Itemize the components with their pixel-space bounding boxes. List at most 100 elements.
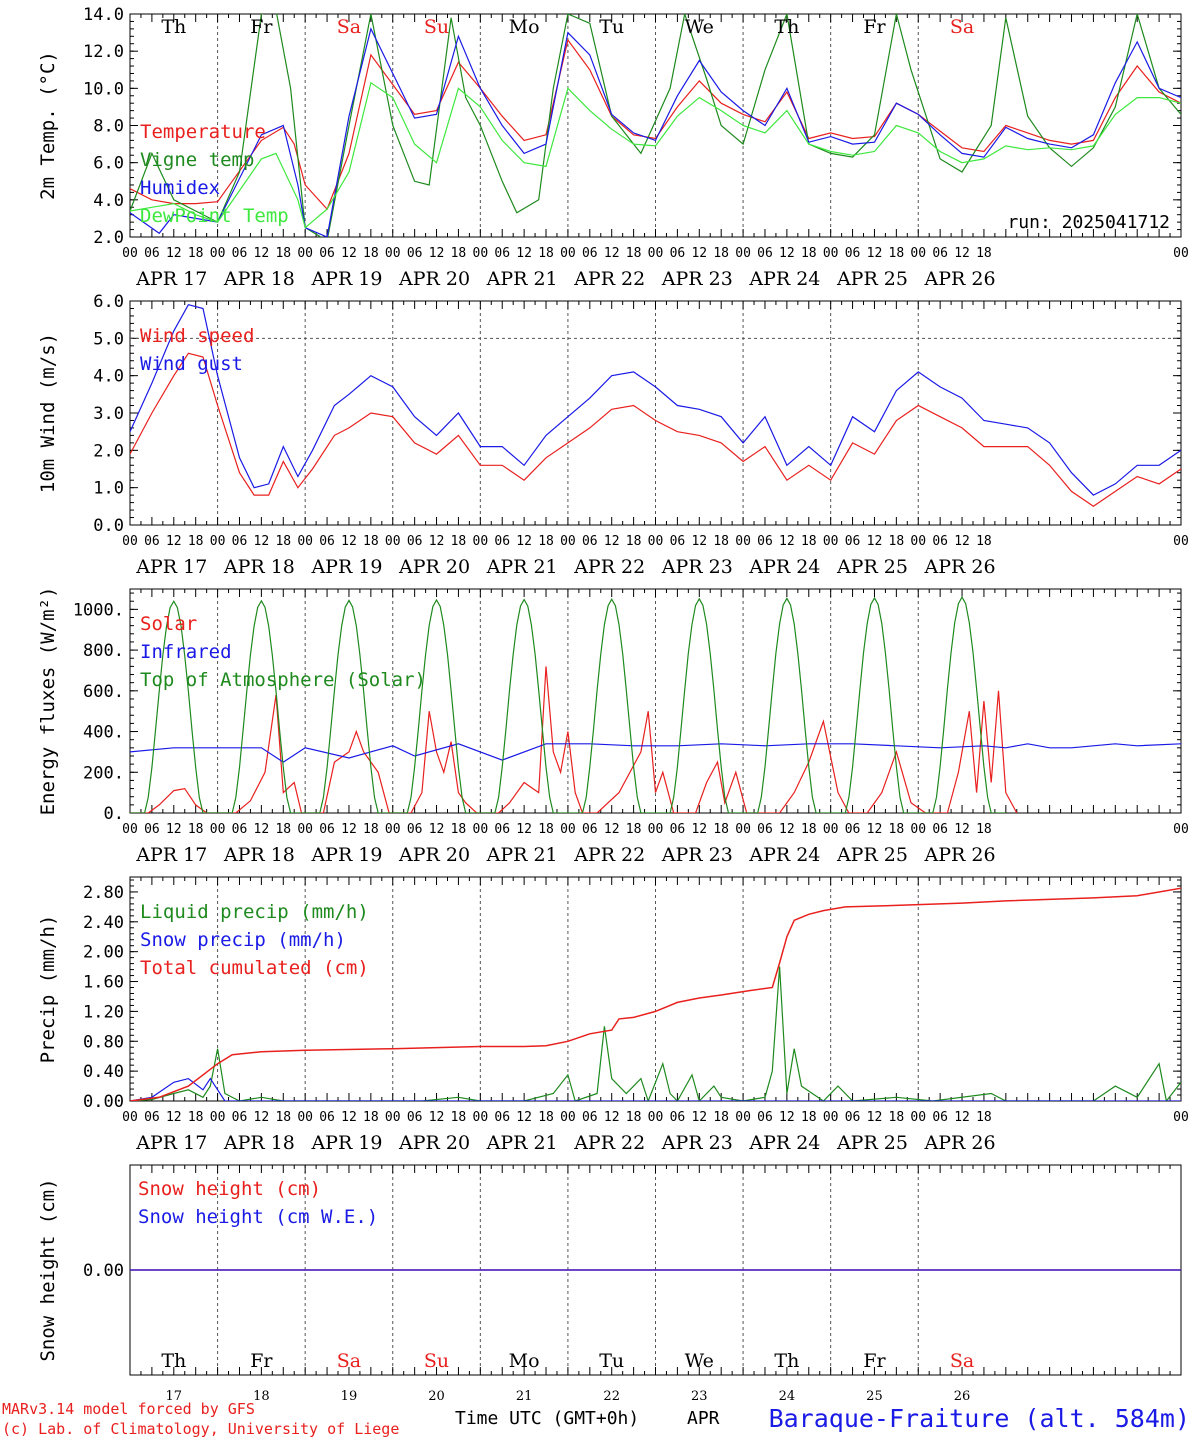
panel-4: 0.00 0.40 0.80 1.20 1.60 2.00 2.40 2.80 Precip (… bbox=[37, 876, 1189, 1154]
x-hour-label: 12 bbox=[779, 534, 795, 549]
credit-line-2: (c) Lab. of Climatology, University of L… bbox=[2, 1420, 399, 1438]
y-tick-label: 5.0 bbox=[93, 329, 124, 349]
x-hour-label: 00 bbox=[648, 1110, 664, 1125]
legend-entry: Humidex bbox=[140, 177, 220, 199]
x-hour-label: 06 bbox=[144, 246, 160, 261]
x-hour-label: 12 bbox=[691, 822, 707, 837]
x-hour-label: 12 bbox=[254, 534, 270, 549]
x-hour-label: 06 bbox=[757, 822, 773, 837]
x-hour-label: 12 bbox=[254, 822, 270, 837]
day-number-label: 20 bbox=[428, 1389, 445, 1404]
x-hour-label: 18 bbox=[976, 822, 992, 837]
legend-entry: Wind gust bbox=[140, 353, 243, 375]
x-hour-label: 12 bbox=[604, 246, 620, 261]
x-hour-label: 06 bbox=[670, 246, 686, 261]
x-hour-label: 00 bbox=[297, 246, 313, 261]
x-hour-label: 06 bbox=[144, 822, 160, 837]
x-hour-label: 18 bbox=[713, 1110, 729, 1125]
x-hour-label: 00 bbox=[735, 822, 751, 837]
x-hour-label: 00 bbox=[1173, 822, 1189, 837]
x-hour-label: 18 bbox=[801, 534, 817, 549]
x-date-label: APR 25 bbox=[836, 556, 908, 578]
x-hour-label: 00 bbox=[910, 246, 926, 261]
x-date-label: APR 18 bbox=[223, 556, 295, 578]
x-hour-label: 18 bbox=[451, 534, 467, 549]
x-hour-label: 18 bbox=[626, 246, 642, 261]
x-date-label: APR 21 bbox=[486, 1132, 558, 1154]
x-hour-label: 18 bbox=[275, 534, 291, 549]
weekday-label: Th bbox=[774, 1350, 799, 1372]
x-hour-label: 18 bbox=[188, 1110, 204, 1125]
series-line bbox=[130, 887, 1181, 1101]
x-hour-label: 06 bbox=[582, 534, 598, 549]
legend-entry: Liquid precip (mm/h) bbox=[140, 901, 369, 923]
weekday-label: Su bbox=[424, 16, 449, 38]
weekday-label: We bbox=[685, 1350, 714, 1372]
x-hour-label: 12 bbox=[691, 534, 707, 549]
x-hour-label: 00 bbox=[122, 246, 138, 261]
y-tick-label: 3.0 bbox=[93, 404, 124, 424]
x-hour-label: 00 bbox=[910, 1110, 926, 1125]
series-line bbox=[130, 743, 1181, 763]
x-hour-label: 18 bbox=[275, 1110, 291, 1125]
weekday-label: Tu bbox=[599, 16, 624, 38]
x-hour-label: 06 bbox=[232, 1110, 248, 1125]
x-hour-label: 06 bbox=[319, 246, 335, 261]
x-date-label: APR 22 bbox=[573, 1132, 645, 1154]
x-hour-label: 12 bbox=[867, 822, 883, 837]
x-hour-label: 00 bbox=[648, 822, 664, 837]
x-hour-label: 18 bbox=[976, 1110, 992, 1125]
x-date-label: APR 24 bbox=[748, 1132, 820, 1154]
y-tick-label: 4.0 bbox=[93, 367, 124, 387]
panel-1: 2.0 4.0 6.0 8.0 10.0 12.0 14.0 2m Temp. (°C) Tem… bbox=[37, 5, 1189, 290]
y-tick-label: 6.0 bbox=[93, 154, 124, 174]
x-hour-label: 18 bbox=[801, 1110, 817, 1125]
x-hour-label: 12 bbox=[867, 246, 883, 261]
panel-2: 0.0 1.0 2.0 3.0 4.0 5.0 6.0 10m Wind (m/s) Wind … bbox=[37, 292, 1189, 578]
x-date-label: APR 23 bbox=[661, 844, 733, 866]
x-date-label: APR 19 bbox=[310, 556, 382, 578]
x-hour-label: 00 bbox=[823, 246, 839, 261]
x-hour-label: 00 bbox=[385, 534, 401, 549]
x-hour-label: 06 bbox=[582, 246, 598, 261]
weekday-label: Th bbox=[774, 16, 799, 38]
x-hour-label: 12 bbox=[516, 246, 532, 261]
x-hour-label: 12 bbox=[954, 822, 970, 837]
x-hour-label: 00 bbox=[385, 1110, 401, 1125]
x-date-label: APR 20 bbox=[398, 1132, 470, 1154]
x-date-label: APR 18 bbox=[223, 844, 295, 866]
x-hour-label: 06 bbox=[932, 246, 948, 261]
x-date-label: APR 26 bbox=[924, 844, 996, 866]
weekday-label: Fr bbox=[250, 1350, 273, 1372]
x-hour-label: 00 bbox=[385, 822, 401, 837]
y-tick-label: 12.0 bbox=[83, 42, 124, 62]
series-line bbox=[130, 304, 1181, 496]
x-hour-label: 06 bbox=[494, 1110, 510, 1125]
x-hour-label: 12 bbox=[954, 246, 970, 261]
x-hour-label: 12 bbox=[254, 1110, 270, 1125]
panel-frame bbox=[129, 13, 1182, 238]
x-hour-label: 18 bbox=[275, 246, 291, 261]
legend-entry: Infrared bbox=[140, 641, 232, 663]
legend-entry: Total cumulated (cm) bbox=[140, 957, 369, 979]
x-hour-label: 06 bbox=[845, 822, 861, 837]
x-hour-label: 06 bbox=[932, 534, 948, 549]
panel-5: 0.00 Snow height (cm) Snow height (cm) Snow… bbox=[37, 1164, 1182, 1404]
y-tick-label: 1.20 bbox=[83, 1002, 124, 1022]
x-hour-label: 00 bbox=[910, 534, 926, 549]
x-hour-label: 12 bbox=[429, 246, 445, 261]
x-hour-label: 06 bbox=[670, 534, 686, 549]
weekday-label: Th bbox=[161, 16, 186, 38]
x-hour-label: 12 bbox=[166, 246, 182, 261]
x-hour-label: 06 bbox=[757, 1110, 773, 1125]
y-tick-label: 2.40 bbox=[83, 913, 124, 933]
series-line bbox=[130, 81, 1181, 229]
x-hour-label: 00 bbox=[1173, 1110, 1189, 1125]
x-hour-label: 12 bbox=[429, 822, 445, 837]
x-hour-label: 12 bbox=[779, 1110, 795, 1125]
x-date-label: APR 20 bbox=[398, 268, 470, 290]
series-group bbox=[130, 595, 1181, 813]
time-axis-label: Time UTC (GMT+0h) bbox=[455, 1408, 639, 1429]
y-tick-label: 0.0 bbox=[93, 516, 124, 536]
